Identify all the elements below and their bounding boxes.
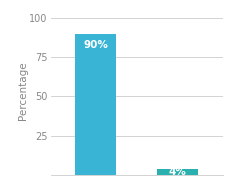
Text: 90%: 90%	[83, 40, 108, 50]
Bar	[157, 169, 198, 175]
Text: 4%: 4%	[168, 167, 186, 177]
Y-axis label: Percentage: Percentage	[18, 61, 28, 120]
Bar	[75, 34, 116, 175]
